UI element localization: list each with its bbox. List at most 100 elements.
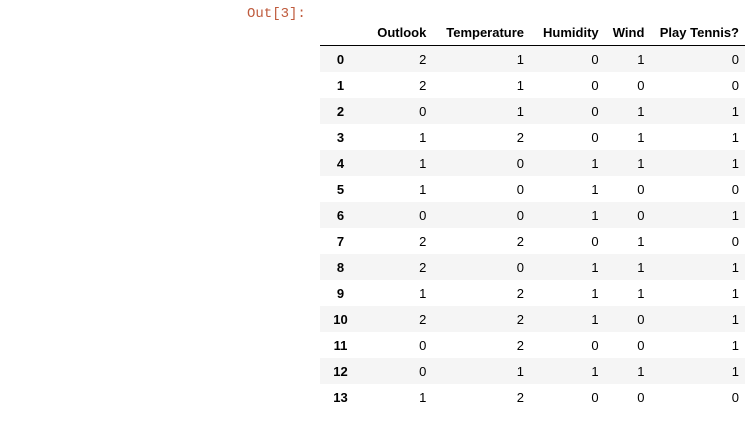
table-row: 1 2 1 0 0 0 [320,72,745,98]
row-index: 7 [336,233,345,249]
row-index: 4 [336,155,345,171]
row-index: 9 [336,285,345,301]
row-index: 2 [336,103,345,119]
table-cell: 1 [731,207,739,223]
table-cell: 1 [591,259,599,275]
row-index: 8 [336,259,345,275]
table-cell: 2 [516,337,525,353]
table-cell: 0 [516,207,525,223]
table-cell: 0 [637,389,645,405]
table-cell: 1 [731,259,739,275]
table-cell: 2 [419,311,427,327]
table-cell: 2 [516,233,525,249]
table-cell: 1 [516,103,525,119]
table-cell: 1 [637,51,645,67]
output-prompt: Out[3]: [247,6,306,22]
table-cell: 1 [419,155,427,171]
header-row: Outlook Temperature Humidity Wind Play T… [320,19,745,46]
table-cell: 1 [591,311,599,327]
table-cell: 2 [419,259,427,275]
table-cell: 0 [637,311,645,327]
table-cell: 1 [591,285,599,301]
table-cell: 1 [419,285,427,301]
table-cell: 2 [419,51,427,67]
row-index: 1 [336,77,345,93]
column-header-wind: Wind [604,19,651,46]
table-cell: 0 [637,77,645,93]
table-cell: 0 [591,129,599,145]
row-index: 13 [333,389,348,405]
table-cell: 1 [731,337,739,353]
table-cell: 0 [419,363,427,379]
table-cell: 1 [637,103,645,119]
column-header-play-tennis: Play Tennis? [650,19,745,46]
table-cell: 0 [419,207,427,223]
column-header-temperature: Temperature [432,19,531,46]
table-cell: 1 [591,207,599,223]
table-cell: 1 [516,363,525,379]
row-index: 5 [336,181,345,197]
table-cell: 0 [591,77,599,93]
table-row: 5 1 0 1 0 0 [320,176,745,202]
dataframe-table: Outlook Temperature Humidity Wind Play T… [320,19,745,410]
table-cell: 0 [591,389,599,405]
table-cell: 0 [516,181,525,197]
table-cell: 1 [516,51,525,67]
table-cell: 0 [637,181,645,197]
column-header-outlook: Outlook [361,19,433,46]
table-row: 8 2 0 1 1 1 [320,254,745,280]
table-cell: 0 [591,51,599,67]
table-cell: 1 [419,129,427,145]
row-index: 12 [333,363,348,379]
table-row: 10 2 2 1 0 1 [320,306,745,332]
table-cell: 0 [591,337,599,353]
table-cell: 1 [637,259,645,275]
table-cell: 1 [731,103,739,119]
table-cell: 2 [419,233,427,249]
table-cell: 1 [637,285,645,301]
row-index: 6 [336,207,345,223]
table-row: 3 1 2 0 1 1 [320,124,745,150]
index-header [320,19,362,46]
row-index: 0 [336,51,345,67]
row-index: 10 [333,311,348,327]
column-header-humidity: Humidity [530,19,605,46]
table-cell: 0 [637,337,645,353]
table-cell: 0 [731,51,739,67]
table-cell: 0 [419,337,427,353]
table-row: 2 0 1 0 1 1 [320,98,745,124]
table-cell: 2 [419,77,427,93]
row-index: 11 [333,337,348,353]
table-cell: 1 [731,311,739,327]
table-cell: 0 [591,233,599,249]
table-cell: 0 [731,181,739,197]
table-cell: 0 [516,155,525,171]
table-cell: 1 [637,363,645,379]
table-cell: 1 [637,155,645,171]
table-cell: 1 [591,363,599,379]
table-cell: 1 [591,181,599,197]
table-cell: 0 [731,233,739,249]
table-row: 12 0 1 1 1 1 [320,358,745,384]
table-cell: 0 [731,389,739,405]
table-row: 6 0 0 1 0 1 [320,202,745,228]
table-cell: 2 [516,285,525,301]
table-cell: 0 [637,207,645,223]
row-index: 3 [336,129,345,145]
table-row: 11 0 2 0 0 1 [320,332,745,358]
table-cell: 1 [419,181,427,197]
table-row: 7 2 2 0 1 0 [320,228,745,254]
table-cell: 1 [731,285,739,301]
table-cell: 1 [516,77,525,93]
table-cell: 1 [591,155,599,171]
table-cell: 0 [591,103,599,119]
table-cell: 2 [516,311,525,327]
table-cell: 0 [419,103,427,119]
table-cell: 2 [516,129,525,145]
table-row: 9 1 2 1 1 1 [320,280,745,306]
table-row: 13 1 2 0 0 0 [320,384,745,410]
table-row: 4 1 0 1 1 1 [320,150,745,176]
table-cell: 1 [637,233,645,249]
table-cell: 2 [516,389,525,405]
